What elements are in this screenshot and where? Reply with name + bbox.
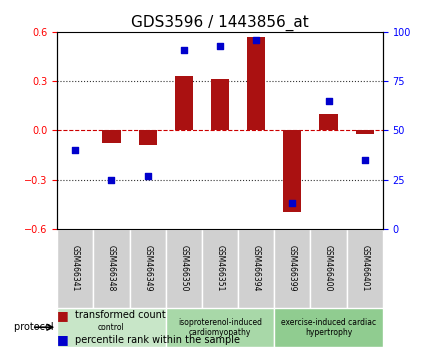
Bar (211, 79, 229, 130)
FancyBboxPatch shape (238, 229, 274, 308)
Text: GSM466399: GSM466399 (288, 245, 297, 291)
Text: GSM466401: GSM466401 (360, 245, 369, 291)
Bar (175, 76, 193, 130)
Text: protocol: protocol (15, 322, 57, 332)
Bar (247, 37, 265, 130)
Text: GSM466350: GSM466350 (180, 245, 188, 291)
Point (216, 43, 224, 48)
Point (180, 47, 187, 52)
Point (289, 200, 296, 206)
Text: GSM466351: GSM466351 (216, 245, 224, 291)
Text: transformed count: transformed count (75, 310, 165, 320)
FancyBboxPatch shape (166, 229, 202, 308)
Point (361, 157, 368, 163)
Text: exercise-induced cardiac
hypertrophy: exercise-induced cardiac hypertrophy (281, 318, 376, 337)
Bar (356, 130, 374, 133)
Text: percentile rank within the sample: percentile rank within the sample (75, 335, 240, 345)
Text: GSM466348: GSM466348 (107, 245, 116, 291)
FancyBboxPatch shape (57, 308, 166, 347)
Title: GDS3596 / 1443856_at: GDS3596 / 1443856_at (131, 14, 309, 30)
Text: GSM466394: GSM466394 (252, 245, 260, 291)
FancyBboxPatch shape (347, 229, 383, 308)
FancyBboxPatch shape (166, 308, 274, 347)
FancyBboxPatch shape (311, 229, 347, 308)
Text: isoproterenol-induced
cardiomyopathy: isoproterenol-induced cardiomyopathy (178, 318, 262, 337)
FancyBboxPatch shape (129, 229, 166, 308)
Text: GSM466400: GSM466400 (324, 245, 333, 291)
Point (144, 173, 151, 178)
FancyBboxPatch shape (274, 308, 383, 347)
Point (72, 147, 79, 153)
Text: control: control (98, 323, 125, 332)
Text: GSM466349: GSM466349 (143, 245, 152, 291)
Point (253, 37, 260, 42)
FancyBboxPatch shape (93, 229, 129, 308)
Bar (103, 130, 121, 143)
FancyBboxPatch shape (57, 229, 93, 308)
Text: GSM466341: GSM466341 (71, 245, 80, 291)
Text: ■: ■ (57, 333, 69, 346)
FancyBboxPatch shape (202, 229, 238, 308)
Bar (139, 130, 157, 145)
Point (325, 98, 332, 104)
Bar (319, 114, 337, 130)
FancyBboxPatch shape (274, 229, 311, 308)
Bar (283, 130, 301, 212)
Text: ■: ■ (57, 309, 69, 321)
Point (108, 177, 115, 182)
